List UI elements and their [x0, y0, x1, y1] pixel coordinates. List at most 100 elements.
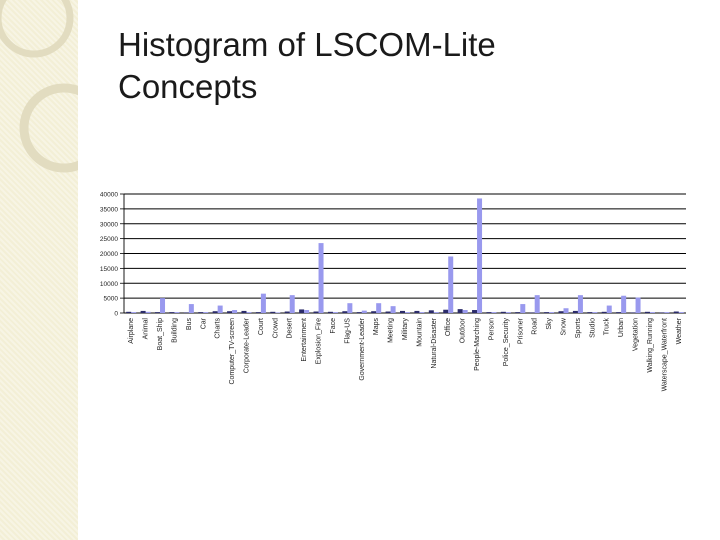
bar-bus-series-1	[183, 312, 189, 314]
x-tick-label: Explosion_Fire	[316, 318, 323, 364]
decorative-ring	[19, 83, 78, 173]
bar-waterscape-waterfront-series-2	[664, 312, 670, 313]
bar-maps-series-1	[371, 311, 377, 313]
y-tick-label: 35000	[100, 206, 118, 213]
bar-snow-series-2	[563, 308, 569, 313]
y-tick-label: 25000	[100, 236, 118, 243]
x-tick-label: Studio	[589, 318, 596, 338]
y-tick-label: 5000	[104, 296, 119, 303]
bar-meeting-series-1	[385, 311, 391, 313]
bar-computer-tv-screen-series-1	[227, 311, 233, 313]
bar-sports-series-2	[577, 295, 583, 313]
bar-studio-series-1	[587, 312, 593, 313]
bar-explosion-fire-series-1	[313, 311, 319, 313]
bar-military-series-1	[400, 310, 405, 313]
bar-weather-series-1	[673, 311, 679, 313]
x-tick-label: Mountain	[416, 318, 423, 347]
slide-title: Histogram of LSCOM-Lite Concepts	[118, 24, 678, 108]
x-tick-label: Desert	[287, 318, 294, 339]
x-tick-label: Entertainment	[301, 318, 308, 362]
bar-natural-disaster-series-1	[428, 310, 434, 313]
bar-car-series-2	[203, 312, 209, 313]
bar-military-series-2	[405, 312, 410, 313]
bar-outdoor-series-2	[462, 310, 468, 313]
x-tick-label: Airplane	[128, 318, 135, 344]
y-tick-label: 40000	[100, 192, 118, 199]
bar-sports-series-1	[572, 310, 578, 313]
bar-sky-series-2	[549, 312, 555, 313]
x-tick-label: Flag-US	[344, 318, 351, 344]
bar-office-series-1	[443, 309, 449, 313]
x-tick-label: Charts	[215, 318, 222, 339]
y-tick-label: 10000	[100, 281, 118, 288]
x-tick-label: Bus	[186, 318, 193, 331]
bar-corporate-leader-series-2	[246, 312, 252, 313]
histogram-chart: 0 5000 10000 15000 20000 25000 30000 35000 40000…	[82, 186, 702, 491]
bar-desert-series-1	[284, 311, 290, 313]
x-tick-label: Maps	[373, 318, 380, 336]
bar-charts-series-2	[217, 305, 223, 313]
x-tick-label: Military	[402, 318, 409, 341]
bar-car-series-1	[198, 312, 204, 313]
bar-face-series-2	[332, 312, 338, 313]
bar-airplane-series-1	[126, 311, 132, 313]
x-tick-label: Urban	[618, 318, 625, 337]
bar-weather-series-2	[678, 312, 684, 313]
bar-bus-series-2	[188, 304, 194, 313]
bar-government-leader-series-1	[356, 312, 362, 313]
x-tick-label: Face	[330, 318, 337, 334]
y-tick-label: 15000	[100, 266, 118, 273]
bar-flag-us-series-2	[347, 303, 353, 313]
bar-person-series-2	[491, 312, 497, 313]
x-tick-label: Truck	[604, 318, 611, 336]
bar-truck-series-1	[601, 311, 607, 313]
bar-mountain-series-2	[419, 312, 425, 313]
bar-vegetation-series-1	[630, 312, 636, 314]
bar-sky-series-1	[544, 312, 550, 313]
x-tick-label: Road	[532, 318, 539, 335]
x-tick-label: Government-Leader	[359, 317, 366, 380]
y-tick-label: 30000	[100, 221, 118, 228]
y-tick-label: 0	[114, 311, 118, 318]
bar-animal-series-1	[140, 310, 146, 313]
bar-prisoner-series-1	[515, 312, 521, 313]
x-tick-label: Computer_TV-screen	[229, 318, 236, 385]
bar-charts-series-1	[212, 311, 218, 313]
bar-explosion-fire-series-2	[318, 243, 324, 313]
bar-computer-tv-screen-series-2	[232, 310, 238, 313]
y-tick-label: 20000	[100, 251, 118, 258]
x-tick-label: Walking_Running	[647, 318, 654, 373]
x-tick-label: Person	[488, 318, 495, 340]
slide-title-line-2: Concepts	[118, 68, 258, 105]
x-tick-label: Waterscape_Waterfront	[661, 318, 668, 391]
bar-outdoor-series-1	[457, 309, 463, 313]
x-tick-label: Office	[445, 318, 452, 336]
bar-desert-series-2	[289, 295, 295, 313]
bar-maps-series-2	[376, 303, 382, 313]
x-tick-label: Crowd	[272, 318, 279, 338]
x-tick-label: Outdoor	[460, 317, 467, 343]
x-tick-label: Vegetation	[633, 318, 640, 351]
bar-boat-ship-series-2	[160, 298, 166, 313]
x-tick-label: Meeting	[388, 318, 395, 343]
x-tick-label: Prisoner	[517, 317, 524, 344]
slide-title-line-1: Histogram of LSCOM-Lite	[118, 26, 496, 63]
x-tick-label: Court	[258, 318, 265, 335]
bar-entertainment-series-2	[304, 310, 310, 313]
bar-face-series-1	[327, 311, 333, 313]
x-tick-label: Corporate-Leader	[243, 317, 250, 373]
x-tick-label: Building	[171, 318, 178, 343]
x-tick-label: Boat_Ship	[157, 318, 164, 350]
bar-police-security-series-1	[500, 311, 506, 313]
bar-urban-series-2	[621, 295, 627, 313]
bar-animal-series-2	[145, 311, 151, 313]
bar-mountain-series-1	[414, 310, 420, 313]
bar-road-series-2	[534, 295, 540, 313]
bar-flag-us-series-1	[342, 311, 348, 313]
x-tick-label: Snow	[561, 317, 568, 335]
bar-court-series-2	[260, 293, 266, 313]
bar-meeting-series-2	[390, 306, 396, 313]
x-tick-label: Natural-Disaster	[431, 317, 438, 368]
x-tick-label: Car	[200, 317, 207, 329]
bar-building-series-1	[169, 312, 175, 313]
